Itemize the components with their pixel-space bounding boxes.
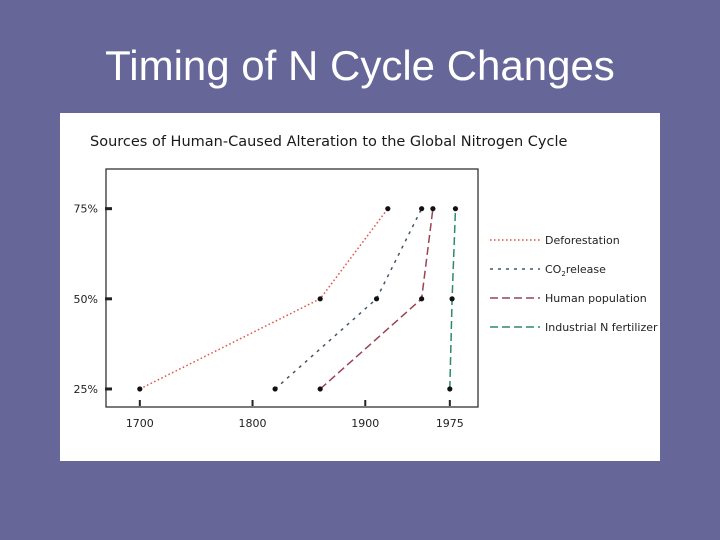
data-point-deforestation <box>317 296 323 302</box>
data-point-industrial-n-fertilizer <box>452 206 459 212</box>
data-point-industrial-n-fertilizer <box>447 386 453 392</box>
data-point-co2-release <box>272 386 278 392</box>
x-tick-label: 1800 <box>239 417 267 430</box>
legend-label-deforestation: Deforestation <box>545 234 620 247</box>
data-point-industrial-n-fertilizer <box>449 296 455 302</box>
legend-label-co2-release: CO2release <box>545 263 606 278</box>
chart-figure: Sources of Human-Caused Alteration to th… <box>60 113 660 461</box>
slide-title: Timing of N Cycle Changes <box>105 42 615 89</box>
series-line-co2-release <box>274 208 423 390</box>
x-tick-label: 1900 <box>351 417 379 430</box>
data-point-co2-release <box>373 296 380 302</box>
series-line-deforestation <box>139 208 389 390</box>
y-tick-label: 50% <box>74 293 98 306</box>
plot-frame <box>105 168 479 408</box>
data-point-deforestation <box>385 206 391 212</box>
data-point-human-population <box>430 206 436 212</box>
data-point-human-population <box>317 386 323 392</box>
y-tick-label: 75% <box>74 203 98 216</box>
legend-label-industrial-n-fertilizer: Industrial N fertilizer <box>545 321 658 334</box>
legend-label-human-population: Human population <box>545 292 647 305</box>
data-point-co2-release <box>419 206 425 212</box>
y-tick-label: 25% <box>74 383 98 396</box>
data-point-human-population <box>419 296 425 302</box>
x-tick-label: 1700 <box>126 417 154 430</box>
x-tick-label: 1975 <box>436 417 464 430</box>
data-point-deforestation <box>137 386 143 392</box>
nitrogen-cycle-chart: Sources of Human-Caused Alteration to th… <box>74 134 658 430</box>
chart-title: Sources of Human-Caused Alteration to th… <box>90 134 567 150</box>
